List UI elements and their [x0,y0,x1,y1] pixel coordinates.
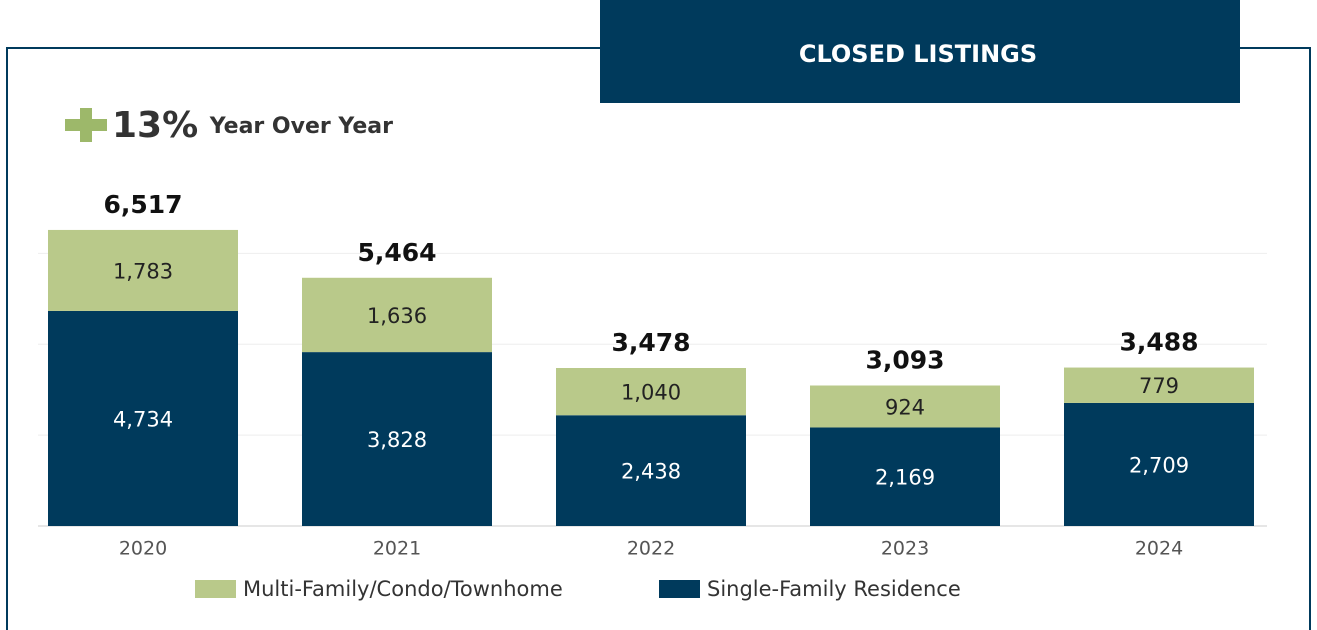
legend-swatch [659,580,700,598]
legend-label: Multi-Family/Condo/Townhome [243,577,563,601]
card-frame [6,47,1311,630]
total-label: 5,464 [357,238,436,267]
header-box [600,0,1240,103]
legend-label: Single-Family Residence [707,577,961,601]
bar-segment [810,427,1000,526]
legend-swatch [195,580,236,598]
x-tick-label: 2024 [1135,538,1183,560]
value-label: 1,783 [113,259,173,283]
total-label: 3,488 [1119,328,1198,357]
bar-segment [302,277,492,353]
change-text: 13% Year Over Year [112,105,393,146]
x-tick-label: 2020 [119,538,167,560]
chart-title: CLOSED LISTINGS [799,40,1037,68]
bar-segment [1064,402,1254,526]
value-label: 1,040 [621,381,681,405]
value-label: 779 [1139,374,1179,398]
bar-segment [48,229,238,311]
x-tick-label: 2022 [627,538,675,560]
bar-segment [48,310,238,526]
value-label: 2,709 [1129,453,1189,477]
bar-segment [556,415,746,526]
change-value: 13% [112,105,198,146]
plus-icon [65,108,107,142]
x-tick-label: 2023 [881,538,929,560]
total-label: 3,478 [611,328,690,357]
bar-segment [810,385,1000,428]
value-label: 1,636 [367,304,427,328]
value-label: 2,169 [875,466,935,490]
value-label: 3,828 [367,428,427,452]
bar-segment [1064,367,1254,403]
value-label: 924 [885,395,925,419]
x-tick-label: 2021 [373,538,421,560]
change-label: Year Over Year [209,114,393,139]
bar-segment [556,367,746,416]
value-label: 2,438 [621,460,681,484]
total-label: 6,517 [103,190,182,219]
total-label: 3,093 [865,345,944,374]
value-label: 4,734 [113,407,173,431]
bar-segment [302,352,492,526]
